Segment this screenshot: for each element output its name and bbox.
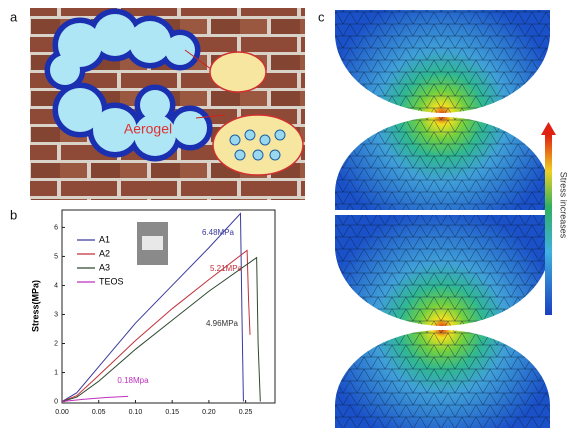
panel-label: a <box>10 9 18 24</box>
y-tick-label: 2 <box>54 340 58 347</box>
legend-label: A1 <box>99 234 110 244</box>
x-tick-label: 0.20 <box>202 409 216 416</box>
legend-label: A2 <box>99 248 110 258</box>
annotation: 6.48MPa <box>202 228 235 237</box>
x-tick-label: 0.10 <box>129 409 143 416</box>
x-tick-label: 0.25 <box>239 409 253 416</box>
y-axis-label: Stress(MPa) <box>30 280 40 332</box>
annotation: 5.21MPa <box>210 264 243 273</box>
pointer <box>195 114 226 119</box>
series-line <box>61 395 129 403</box>
legend-label: A3 <box>99 262 110 272</box>
legend-label: TEOS <box>99 276 124 286</box>
x-tick-label: 0.00 <box>55 409 69 416</box>
zoom-ellipse <box>209 51 267 93</box>
panel-label: c <box>318 9 325 24</box>
y-tick-label: 0 <box>54 398 58 405</box>
panel-label: b <box>10 207 17 222</box>
y-tick-label: 5 <box>54 253 58 260</box>
zoom-ellipse <box>212 114 304 176</box>
aerogel-label: Aerogel <box>124 121 172 137</box>
inset-sample <box>142 236 163 250</box>
plot-frame <box>61 209 276 404</box>
fem-bottom <box>335 215 550 428</box>
x-tick-label: 0.15 <box>165 409 179 416</box>
aerogel-fill <box>50 14 207 156</box>
colorbar-arrow <box>541 122 556 135</box>
y-tick-label: 1 <box>54 369 58 376</box>
series-line <box>61 249 251 403</box>
network <box>229 129 286 161</box>
x-tick-label: 0.05 <box>92 409 106 416</box>
y-tick-label: 3 <box>54 311 58 318</box>
series-line <box>61 256 261 403</box>
colorbar-label: Stress increases <box>559 172 569 239</box>
y-tick-label: 4 <box>54 282 58 289</box>
series-line <box>61 212 244 402</box>
fem-top <box>335 10 550 210</box>
colorbar <box>545 135 552 315</box>
annotation: 0.18Mpa <box>117 376 149 385</box>
annotation: 4.96MPa <box>206 319 239 328</box>
y-tick-label: 6 <box>54 224 58 231</box>
